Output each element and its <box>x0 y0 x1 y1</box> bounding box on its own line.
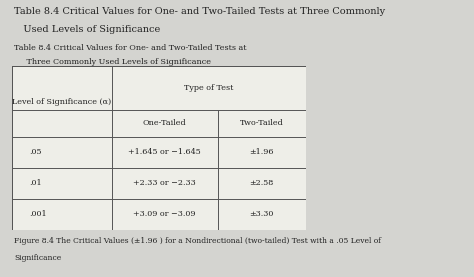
Text: Level of Significance (α): Level of Significance (α) <box>12 98 111 106</box>
Text: Figure 8.4 The Critical Values (±1.96 ) for a Nondirectional (two-tailed) Test w: Figure 8.4 The Critical Values (±1.96 ) … <box>14 237 381 245</box>
Text: +3.09 or −3.09: +3.09 or −3.09 <box>133 211 196 218</box>
Text: +1.645 or −1.645: +1.645 or −1.645 <box>128 148 201 156</box>
Text: Used Levels of Significance: Used Levels of Significance <box>14 25 161 34</box>
Text: .001: .001 <box>29 211 47 218</box>
Text: Two-Tailed: Two-Tailed <box>240 119 283 127</box>
Text: ±3.30: ±3.30 <box>249 211 274 218</box>
Text: ±2.58: ±2.58 <box>249 179 274 187</box>
Text: Type of Test: Type of Test <box>184 84 233 92</box>
Text: Table 8.4 Critical Values for One- and Two-Tailed Tests at Three Commonly: Table 8.4 Critical Values for One- and T… <box>14 7 385 16</box>
Text: Table 8.4 Critical Values for One- and Two-Tailed Tests at: Table 8.4 Critical Values for One- and T… <box>14 44 247 52</box>
Text: One-Tailed: One-Tailed <box>143 119 186 127</box>
Text: +2.33 or −2.33: +2.33 or −2.33 <box>133 179 196 187</box>
Text: .05: .05 <box>29 148 42 156</box>
Text: Significance: Significance <box>14 254 62 262</box>
Text: Three Commonly Used Levels of Significance: Three Commonly Used Levels of Significan… <box>14 58 211 66</box>
Text: .01: .01 <box>29 179 42 187</box>
Text: ±1.96: ±1.96 <box>249 148 274 156</box>
